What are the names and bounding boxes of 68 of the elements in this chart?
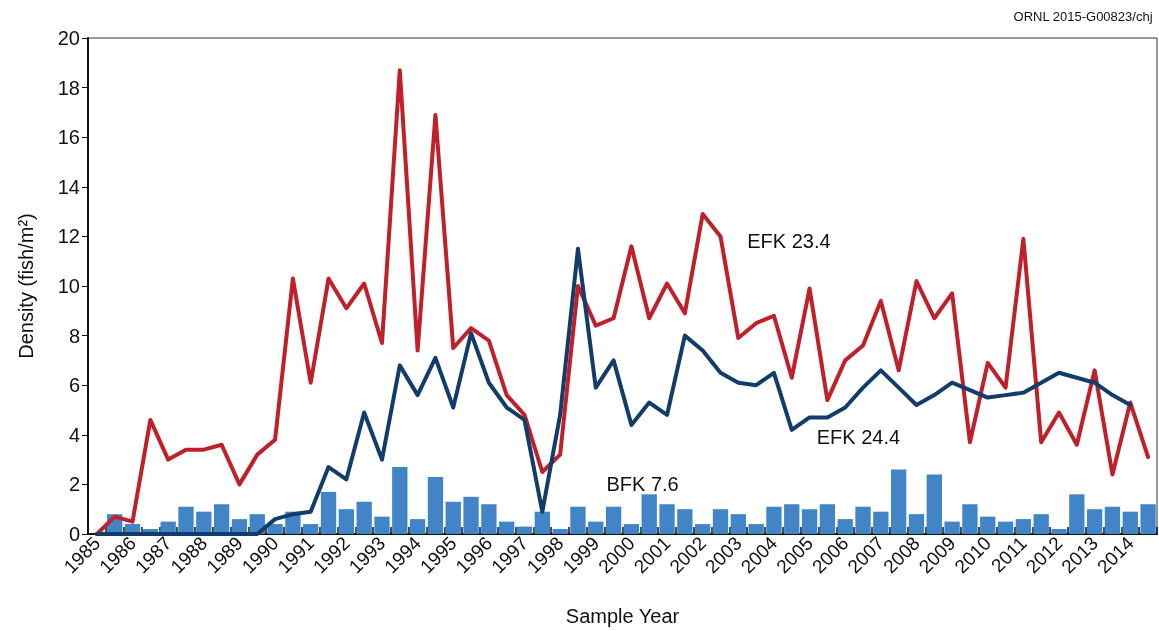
y-tick-label: 10 <box>57 275 80 297</box>
bar <box>605 506 622 534</box>
bar <box>445 501 461 534</box>
bar <box>481 504 497 534</box>
bar <box>997 521 1014 534</box>
bar <box>1033 514 1049 534</box>
bar <box>409 519 426 534</box>
bar <box>695 524 711 534</box>
y-tick-label: 18 <box>57 76 80 99</box>
bar <box>463 496 479 534</box>
bar <box>320 491 337 534</box>
bar <box>267 524 283 534</box>
bar <box>1140 504 1156 534</box>
bar <box>499 521 515 534</box>
bar <box>873 511 889 534</box>
series-label: EFK 23.4 <box>747 230 831 253</box>
y-tick-label: 20 <box>57 27 80 49</box>
bar <box>766 506 782 534</box>
x-axis-title: Sample Year <box>565 605 680 627</box>
bar <box>356 501 372 534</box>
bar <box>855 506 871 534</box>
bar <box>374 516 390 534</box>
bar <box>801 509 818 534</box>
bar <box>178 506 194 534</box>
bar <box>962 504 978 534</box>
bar <box>1122 511 1138 534</box>
bar <box>1015 519 1032 534</box>
bar <box>623 524 640 534</box>
text: ORNL 2015-G00823/chj <box>1013 9 1153 24</box>
y-tick-label: 12 <box>57 225 80 248</box>
bar <box>819 504 836 534</box>
bar <box>392 467 408 534</box>
bar <box>1069 494 1085 534</box>
bar <box>677 509 693 534</box>
bar <box>1104 506 1121 534</box>
bar <box>784 504 800 534</box>
bar <box>891 469 907 534</box>
bar <box>748 524 764 534</box>
bar <box>1086 509 1103 534</box>
bar <box>1051 529 1067 534</box>
bar <box>427 476 444 534</box>
bar <box>570 506 586 534</box>
bar <box>980 516 996 534</box>
series-label: EFK 24.4 <box>816 426 901 449</box>
bar <box>516 526 533 534</box>
bar <box>659 504 675 534</box>
y-tick-label: 16 <box>57 126 80 149</box>
bar <box>837 519 853 534</box>
y-axis-title: Density (fish/m²) <box>15 213 37 359</box>
y-tick-label: 8 <box>68 324 80 347</box>
bar <box>303 524 319 534</box>
y-tick-label: 6 <box>68 374 80 397</box>
series-label: BFK 7.6 <box>606 473 679 496</box>
y-tick-label: 4 <box>68 423 80 446</box>
bar <box>712 509 729 534</box>
bar <box>213 504 230 534</box>
bar <box>908 514 925 534</box>
bar <box>641 494 657 534</box>
y-tick-label: 2 <box>68 473 80 496</box>
bar <box>944 521 960 534</box>
line-series <box>94 246 1133 536</box>
bar <box>534 511 550 534</box>
bar <box>730 514 746 534</box>
bar <box>338 509 354 534</box>
bar <box>588 521 604 534</box>
bar <box>552 529 568 534</box>
bar <box>926 474 942 534</box>
y-tick-label: 14 <box>57 175 80 198</box>
